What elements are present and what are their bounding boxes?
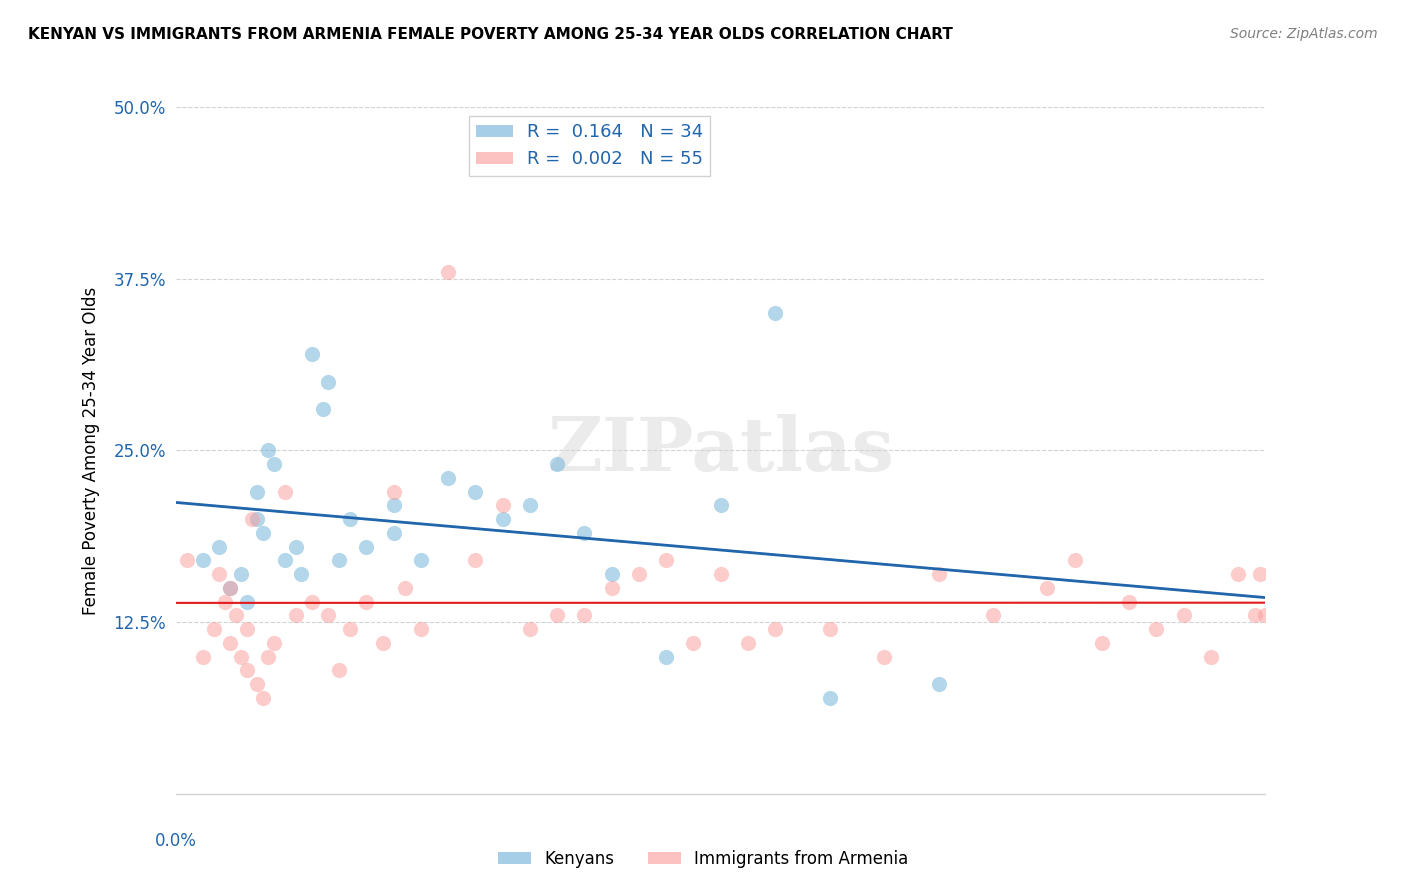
Point (257, 443, 280, 458)
Point (464, 553, 486, 567)
Point (546, 608, 568, 623)
Point (382, 499, 405, 513)
Point (263, 636, 285, 650)
Point (1243, 608, 1265, 623)
Point (464, 484, 486, 499)
Point (981, 608, 1004, 623)
Point (263, 457, 285, 471)
Point (252, 525, 274, 540)
Point (339, 512, 361, 526)
Point (409, 622, 432, 636)
Point (1144, 622, 1167, 636)
Point (202, 622, 225, 636)
Point (627, 567, 650, 582)
Point (257, 649, 280, 664)
Point (682, 636, 704, 650)
Point (235, 622, 257, 636)
Point (225, 608, 247, 623)
Point (301, 347, 323, 361)
Point (371, 636, 394, 650)
Point (382, 525, 405, 540)
Point (737, 636, 759, 650)
Point (394, 581, 416, 595)
Point (219, 636, 242, 650)
Point (252, 690, 274, 705)
Point (1173, 608, 1195, 623)
Point (818, 622, 841, 636)
Point (928, 567, 950, 582)
Point (655, 649, 678, 664)
Point (246, 677, 269, 691)
Point (219, 581, 242, 595)
Point (437, 265, 460, 279)
Point (1254, 608, 1277, 623)
Point (231, 649, 253, 664)
Point (437, 471, 460, 485)
Point (1118, 594, 1140, 608)
Point (191, 649, 214, 664)
Point (328, 553, 350, 567)
Point (546, 457, 568, 471)
Point (318, 608, 340, 623)
Point (873, 649, 896, 664)
Point (274, 553, 297, 567)
Text: KENYAN VS IMMIGRANTS FROM ARMENIA FEMALE POVERTY AMONG 25-34 YEAR OLDS CORRELATI: KENYAN VS IMMIGRANTS FROM ARMENIA FEMALE… (28, 27, 953, 42)
Point (655, 553, 678, 567)
Point (763, 306, 786, 320)
Point (284, 540, 307, 554)
Point (1036, 581, 1059, 595)
Point (246, 512, 269, 526)
Point (235, 663, 257, 677)
Point (231, 567, 253, 582)
Point (382, 484, 405, 499)
Point (492, 499, 515, 513)
Point (328, 663, 350, 677)
Point (1227, 567, 1250, 582)
Text: Source: ZipAtlas.com: Source: ZipAtlas.com (1230, 27, 1378, 41)
Point (1063, 553, 1085, 567)
Point (246, 484, 269, 499)
Point (1091, 636, 1114, 650)
Point (208, 567, 231, 582)
Point (1249, 567, 1271, 582)
Legend: R =  0.164   N = 34, R =  0.002   N = 55: R = 0.164 N = 34, R = 0.002 N = 55 (470, 116, 710, 176)
Point (356, 540, 378, 554)
Point (312, 402, 335, 417)
Y-axis label: Female Poverty Among 25-34 Year Olds: Female Poverty Among 25-34 Year Olds (82, 286, 100, 615)
Point (492, 512, 515, 526)
Point (710, 499, 733, 513)
Legend: Kenyans, Immigrants from Armenia: Kenyans, Immigrants from Armenia (491, 844, 915, 875)
Point (356, 594, 378, 608)
Point (339, 622, 361, 636)
Point (176, 553, 198, 567)
Point (818, 690, 841, 705)
Point (208, 540, 231, 554)
Point (191, 553, 214, 567)
Point (574, 608, 596, 623)
Point (600, 581, 623, 595)
Point (235, 594, 257, 608)
Text: ZIPatlas: ZIPatlas (547, 414, 894, 487)
Point (763, 622, 786, 636)
Point (274, 484, 297, 499)
Point (214, 594, 236, 608)
Point (301, 594, 323, 608)
Point (710, 567, 733, 582)
Text: 0.0%: 0.0% (155, 831, 197, 850)
Point (318, 375, 340, 389)
Point (928, 677, 950, 691)
Point (409, 553, 432, 567)
Point (519, 499, 541, 513)
Point (240, 512, 263, 526)
Point (600, 567, 623, 582)
Point (284, 608, 307, 623)
Point (574, 525, 596, 540)
Point (290, 567, 312, 582)
Point (519, 622, 541, 636)
Point (1199, 649, 1222, 664)
Point (219, 581, 242, 595)
